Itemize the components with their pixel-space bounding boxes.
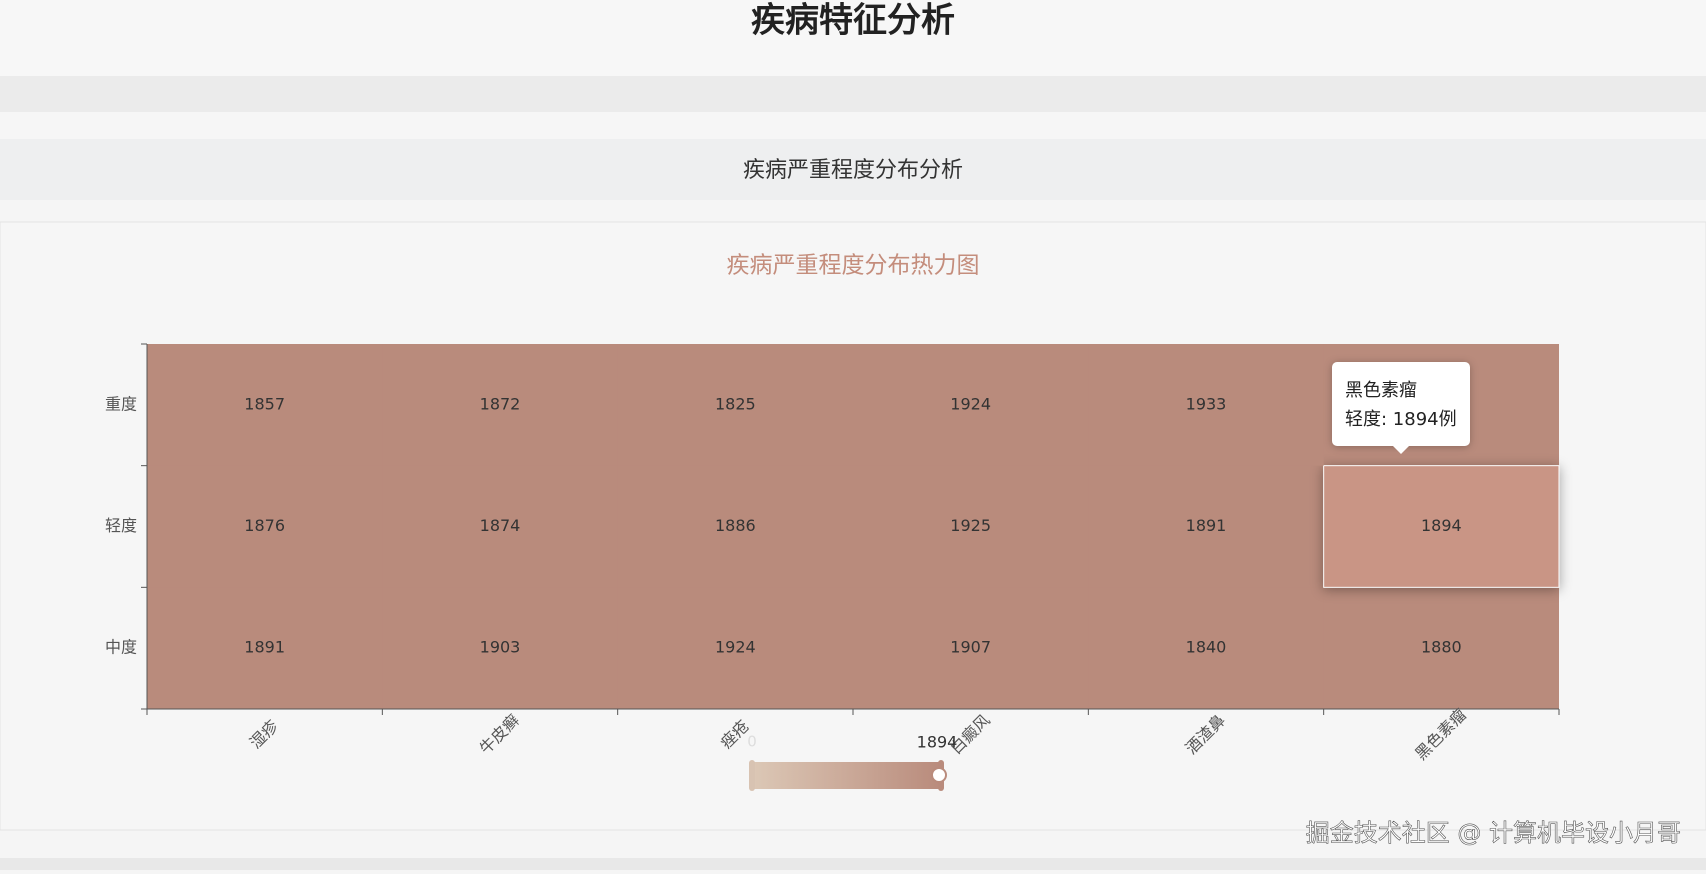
section-header <box>0 139 1706 200</box>
cell-label: 1886 <box>715 516 756 535</box>
heat-cell <box>382 465 618 588</box>
cell-label: 1874 <box>480 516 521 535</box>
cell-label: 1903 <box>480 638 521 657</box>
heat-cell <box>1323 587 1559 709</box>
cell-label: 1825 <box>715 394 756 413</box>
tooltip-box <box>1332 362 1470 446</box>
heat-cell <box>1088 465 1324 588</box>
y-tick-label: 重度 <box>105 394 137 413</box>
tooltip-arrow <box>1393 446 1409 454</box>
y-tick-label: 轻度 <box>105 516 137 535</box>
cell-label: 1876 <box>244 516 285 535</box>
cell-label: 1840 <box>1186 638 1227 657</box>
heat-cell <box>617 344 853 466</box>
chart-title: 疾病严重程度分布热力图 <box>727 253 980 279</box>
page-title: 疾病特征分析 <box>751 1 955 41</box>
cell-label: 1891 <box>244 638 285 657</box>
heat-cell <box>382 344 618 466</box>
heat-cell <box>1323 465 1560 588</box>
tooltip-text: 轻度: 1894例 <box>1345 409 1457 430</box>
cell-label: 1907 <box>950 638 991 657</box>
tooltip-title: 黑色素瘤 <box>1345 380 1417 401</box>
header-bar <box>0 0 1706 76</box>
gap-band <box>0 76 1706 112</box>
heat-cell <box>147 587 383 709</box>
heat-cell <box>853 587 1089 709</box>
heat-cell <box>147 344 383 466</box>
cell-label: 1925 <box>950 516 991 535</box>
cell-label: 1933 <box>1186 394 1227 413</box>
heat-cell <box>382 587 618 709</box>
heat-cell <box>1088 587 1324 709</box>
bottom-band <box>0 858 1706 870</box>
section-title: 疾病严重程度分布分析 <box>743 158 963 183</box>
heatmap: 1891 1903 1924 1907 1840 1880 1876 1874 1886 1925… <box>105 343 1560 791</box>
visual-map-indicator <box>931 767 947 783</box>
card-top <box>0 112 1706 140</box>
visual-map-handle-min[interactable] <box>749 760 755 791</box>
watermark: 掘金技术社区 @ 计算机毕设小月哥 <box>1306 819 1681 847</box>
heat-cell <box>853 465 1089 588</box>
cell-label: 1880 <box>1421 638 1462 657</box>
cell-label: 1891 <box>1186 516 1227 535</box>
visual-map-bar <box>752 762 941 789</box>
cell-label: 1857 <box>244 394 285 413</box>
cell-label: 1924 <box>950 394 991 413</box>
heat-cell <box>853 344 1089 466</box>
visual-map-min-label: 0 <box>747 733 757 751</box>
visual-map-value-label: 1894 <box>917 733 958 752</box>
heat-cell <box>147 465 383 588</box>
cell-label: 1924 <box>715 638 756 657</box>
cell-label: 1872 <box>480 394 521 413</box>
y-tick-label: 中度 <box>105 638 137 657</box>
cell-label: 1894 <box>1421 516 1462 535</box>
heat-cell <box>1088 344 1324 466</box>
heat-cell <box>617 587 853 709</box>
heat-cell <box>617 465 853 588</box>
